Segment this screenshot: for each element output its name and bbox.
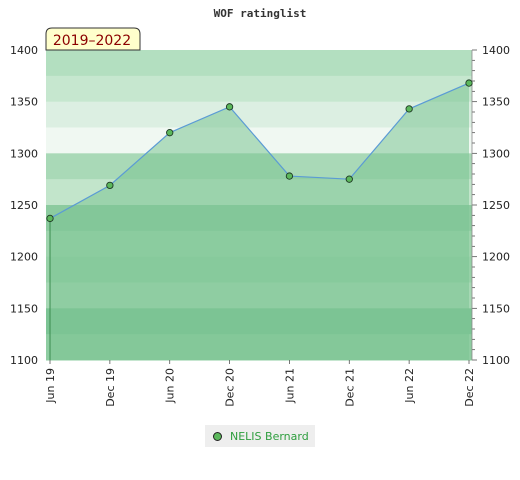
y-tick-label-left: 1350 bbox=[10, 96, 38, 109]
y-tick-label-left: 1400 bbox=[10, 44, 38, 57]
area-layer bbox=[49, 82, 470, 361]
x-tick-label: Jun 22 bbox=[403, 368, 416, 404]
series-area bbox=[50, 83, 469, 361]
data-points bbox=[46, 79, 473, 223]
x-tick-label: Dec 20 bbox=[224, 368, 237, 407]
background-band bbox=[46, 50, 472, 77]
legend-label: NELIS Bernard bbox=[230, 429, 309, 443]
data-point[interactable] bbox=[405, 105, 413, 113]
chart-title: WOF ratinglist bbox=[214, 7, 307, 20]
y-tick-label-right: 1150 bbox=[482, 302, 510, 315]
x-tick-label: Dec 21 bbox=[343, 368, 356, 407]
x-tick-label: Dec 22 bbox=[463, 368, 476, 407]
legend[interactable]: NELIS Bernard bbox=[205, 425, 315, 447]
x-tick-label: Dec 19 bbox=[104, 368, 117, 407]
y-tick-label-left: 1200 bbox=[10, 251, 38, 264]
x-tick-label: Jun 20 bbox=[164, 368, 177, 404]
legend-marker-icon bbox=[213, 431, 222, 441]
data-point[interactable] bbox=[46, 214, 54, 223]
y-tick-label-left: 1250 bbox=[10, 199, 38, 212]
x-axis: Jun 19 Dec 19 Jun 20 Dec 20 Jun 21 Dec 21 Jun … bbox=[44, 360, 476, 407]
x-tick-label: Jun 21 bbox=[283, 368, 296, 404]
y-tick-label-right: 1300 bbox=[482, 147, 510, 160]
background-band bbox=[46, 75, 472, 103]
y-tick-label-right: 1400 bbox=[482, 44, 510, 57]
y-tick-label-right: 1250 bbox=[482, 199, 510, 212]
data-point[interactable] bbox=[225, 103, 234, 111]
x-tick-label: Jun 19 bbox=[44, 368, 57, 404]
data-point[interactable] bbox=[166, 129, 174, 137]
y-tick-label-right: 1100 bbox=[482, 354, 510, 367]
period-badge: 2019–2022 bbox=[45, 27, 141, 51]
right-y-axis: 1100 1150 1200 1250 1300 1350 1400 bbox=[471, 44, 510, 367]
series-line bbox=[49, 82, 470, 219]
data-point[interactable] bbox=[106, 181, 114, 190]
data-point[interactable] bbox=[345, 175, 353, 183]
period-badge-label: 2019–2022 bbox=[53, 33, 131, 49]
y-tick-label-right: 1200 bbox=[482, 251, 510, 264]
y-tick-label-left: 1150 bbox=[10, 302, 38, 315]
y-tick-label-right: 1350 bbox=[482, 96, 510, 109]
y-tick-label-left: 1100 bbox=[10, 354, 38, 367]
left-y-axis: 1100 1150 1200 1250 1300 1350 1400 bbox=[10, 44, 38, 367]
y-tick-label-left: 1300 bbox=[10, 147, 38, 160]
data-point[interactable] bbox=[465, 79, 473, 87]
data-point[interactable] bbox=[285, 172, 294, 180]
